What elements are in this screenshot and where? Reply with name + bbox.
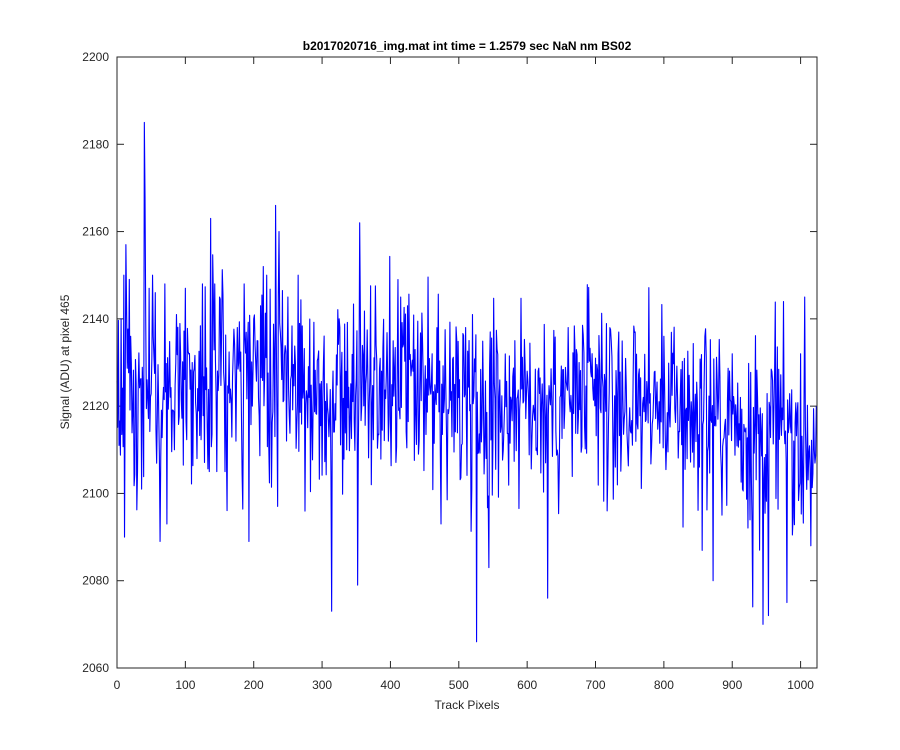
series-line xyxy=(116,121,817,643)
y-tick-labels: 2060 2080 2100 2120 2140 2160 2180 2200 xyxy=(82,50,109,675)
x-tick-label: 1000 xyxy=(787,678,814,692)
x-tick-label: 700 xyxy=(586,678,606,692)
x-tick-label: 100 xyxy=(175,678,195,692)
x-tick-label: 300 xyxy=(312,678,332,692)
x-tick-label: 800 xyxy=(654,678,674,692)
y-tick-label: 2140 xyxy=(82,312,109,326)
chart-title: b2017020716_img.mat int time = 1.2579 se… xyxy=(303,39,632,53)
y-tick-label: 2160 xyxy=(82,225,109,239)
x-tick-label: 900 xyxy=(722,678,742,692)
x-tick-label: 0 xyxy=(114,678,121,692)
y-tick-label: 2180 xyxy=(82,137,109,151)
y-tick-label: 2200 xyxy=(82,50,109,64)
y-tick-label: 2060 xyxy=(82,661,109,675)
y-axis-label: Signal (ADU) at pixel 465 xyxy=(58,294,72,429)
x-tick-label: 200 xyxy=(244,678,264,692)
plot-area xyxy=(117,57,817,668)
x-tick-labels: 0 100 200 300 400 500 600 700 800 900 1000 xyxy=(114,678,815,692)
x-axis-label: Track Pixels xyxy=(435,698,500,712)
x-tick-label: 400 xyxy=(380,678,400,692)
y-tick-label: 2080 xyxy=(82,574,109,588)
x-tick-label: 500 xyxy=(449,678,469,692)
y-tick-label: 2120 xyxy=(82,399,109,413)
x-tick-label: 600 xyxy=(517,678,537,692)
y-tick-label: 2100 xyxy=(82,486,109,500)
axes-box xyxy=(116,56,818,669)
